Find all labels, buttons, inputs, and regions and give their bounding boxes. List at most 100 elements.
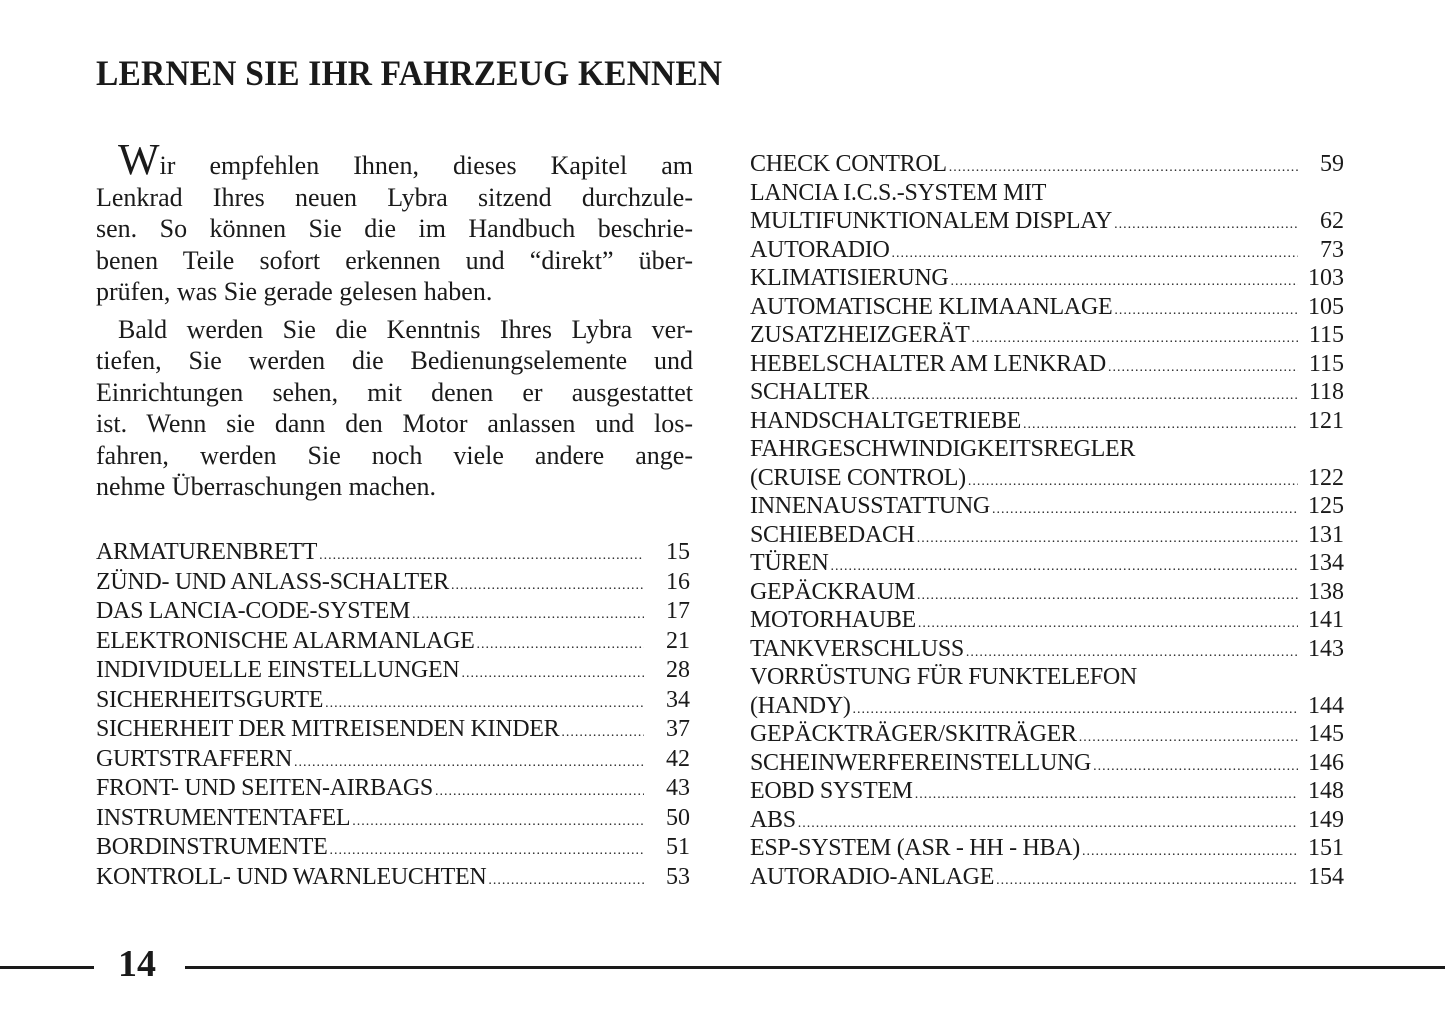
dot-leader bbox=[435, 777, 644, 807]
toc-entry[interactable]: SCHALTER 118 bbox=[750, 378, 1344, 407]
toc-entry-title: MULTIFUNKTIONALEM DISPLAY bbox=[750, 208, 1113, 234]
toc-entry-title: CHECK CONTROL bbox=[750, 151, 947, 177]
toc-entry-title: HEBELSCHALTER AM LENKRAD bbox=[750, 350, 1106, 377]
dot-leader bbox=[968, 468, 1298, 497]
toc-entry-page: 105 bbox=[1308, 293, 1344, 320]
dot-leader bbox=[451, 571, 644, 601]
toc-entry[interactable]: GEPÄCKTRÄGER/SKITRÄGER 145 bbox=[750, 720, 1344, 749]
toc-entry-title: GEPÄCKTRÄGER/SKITRÄGER bbox=[750, 721, 1077, 747]
toc-entry-page: 34 bbox=[666, 686, 690, 713]
toc-entry-page: 121 bbox=[1308, 407, 1344, 434]
toc-entry[interactable]: SICHERHEIT DER MITREISENDEN KINDER 37 bbox=[96, 715, 690, 745]
toc-entry-page: 154 bbox=[1308, 863, 1344, 890]
dot-leader bbox=[294, 748, 644, 778]
toc-entry[interactable]: ZÜND- UND ANLASS-SCHALTER 16 bbox=[96, 568, 690, 598]
dot-leader bbox=[1079, 724, 1298, 753]
toc-entry-title: (CRUISE CONTROL) bbox=[750, 464, 966, 491]
intro-line: tiefen, Sie werden die Bedienungselement… bbox=[96, 346, 693, 375]
toc-entry[interactable]: ARMATURENBRETT 15 bbox=[96, 538, 690, 568]
toc-entry-title: ZÜND- UND ANLASS-SCHALTER bbox=[96, 568, 449, 595]
toc-entry[interactable]: MOTORHAUBE 141 bbox=[750, 606, 1344, 635]
toc-entry-title: GEPÄCKRAUM bbox=[750, 578, 916, 605]
toc-entry-title: ZUSATZHEIZGERÄT bbox=[750, 322, 970, 348]
dot-leader bbox=[1093, 753, 1298, 782]
toc-entry-title: SCHALTER bbox=[750, 379, 870, 405]
toc-entry[interactable]: AUTORADIO 73 bbox=[750, 236, 1344, 265]
toc-entry-page: 16 bbox=[666, 568, 690, 595]
intro-line: Wir empfehlen Ihnen, dieses Kapitel am bbox=[118, 135, 693, 184]
toc-entry-title: FAHRGESCHWINDIGKEITSREGLER bbox=[750, 436, 1136, 462]
toc-entry-page: 50 bbox=[666, 804, 690, 831]
toc-entry[interactable]: (HANDY) 144 bbox=[750, 692, 1344, 721]
page-footer: 14 bbox=[0, 940, 1445, 990]
toc-entry[interactable]: HEBELSCHALTER AM LENKRAD 115 bbox=[750, 350, 1344, 379]
toc-entry[interactable]: EOBD SYSTEM 148 bbox=[750, 777, 1344, 806]
toc-entry[interactable]: ELEKTRONISCHE ALARMANLAGE 21 bbox=[96, 627, 690, 657]
toc-entry[interactable]: SCHIEBEDACH 131 bbox=[750, 521, 1344, 550]
toc-entry-page: 28 bbox=[666, 657, 690, 683]
toc-entry[interactable]: INSTRUMENTENTAFEL 50 bbox=[96, 804, 690, 834]
toc-entry-page: 51 bbox=[666, 834, 690, 860]
toc-entry[interactable]: CHECK CONTROL 59 bbox=[750, 150, 1344, 179]
toc-entry-page: 151 bbox=[1308, 835, 1344, 861]
toc-entry-page: 115 bbox=[1308, 322, 1344, 348]
toc-entry[interactable]: GURTSTRAFFERN 42 bbox=[96, 745, 690, 775]
toc-entry-page: 17 bbox=[666, 598, 690, 624]
toc-entry-title: GURTSTRAFFERN bbox=[96, 745, 293, 772]
toc-entry-title: SICHERHEITSGURTE bbox=[96, 686, 324, 713]
toc-entry-page: 131 bbox=[1308, 521, 1344, 548]
toc-entry-page: 134 bbox=[1308, 550, 1344, 576]
intro-line: Lenkrad Ihres neuen Lybra sitzend durchz… bbox=[96, 182, 693, 212]
intro-text: Wir empfehlen Ihnen, dieses Kapitel am L… bbox=[96, 135, 693, 503]
toc-entry[interactable]: TANKVERSCHLUSS 143 bbox=[750, 635, 1344, 664]
toc-entry-title: KONTROLL- UND WARNLEUCHTEN bbox=[96, 863, 487, 890]
toc-entry[interactable]: ZUSATZHEIZGERÄT 115 bbox=[750, 321, 1344, 350]
toc-entry-title: TÜREN bbox=[750, 550, 829, 576]
toc-entry-title: VORRÜSTUNG FÜR FUNKTELEFON bbox=[750, 664, 1137, 690]
footer-rule-right bbox=[185, 966, 1445, 969]
toc-entry-page: 143 bbox=[1308, 635, 1344, 662]
dot-leader bbox=[412, 600, 644, 630]
dot-leader bbox=[1114, 297, 1298, 326]
toc-entry-line: VORRÜSTUNG FÜR FUNKTELEFON bbox=[750, 663, 1344, 692]
toc-entry[interactable]: HANDSCHALTGETRIEBE 121 bbox=[750, 407, 1344, 436]
toc-entry[interactable]: KLIMATISIERUNG 103 bbox=[750, 264, 1344, 293]
toc-entry-line: LANCIA I.C.S.-SYSTEM MIT bbox=[750, 179, 1344, 208]
toc-entry[interactable]: GEPÄCKRAUM 138 bbox=[750, 578, 1344, 607]
intro-line: ist. Wenn sie dann den Motor anlassen un… bbox=[96, 409, 693, 438]
toc-entry[interactable]: KONTROLL- UND WARNLEUCHTEN 53 bbox=[96, 863, 690, 893]
toc-entry-page: 122 bbox=[1308, 464, 1344, 491]
toc-entry-title: AUTORADIO-ANLAGE bbox=[750, 863, 995, 890]
intro-line: nehme Überraschungen machen. bbox=[96, 472, 437, 501]
toc-entry[interactable]: (CRUISE CONTROL) 122 bbox=[750, 464, 1344, 493]
toc-entry[interactable]: BORDINSTRUMENTE 51 bbox=[96, 833, 690, 863]
toc-entry[interactable]: ABS 149 bbox=[750, 806, 1344, 835]
toc-entry-title: INNENAUSSTATTUNG bbox=[750, 493, 990, 519]
toc-entry[interactable]: DAS LANCIA-CODE-SYSTEM 17 bbox=[96, 597, 690, 627]
toc-entry-title: MOTORHAUBE bbox=[750, 607, 916, 633]
toc-entry-page: 145 bbox=[1308, 721, 1344, 747]
intro-line: Einrichtungen sehen, mit denen er ausges… bbox=[96, 377, 693, 407]
toc-entry[interactable]: AUTORADIO-ANLAGE 154 bbox=[750, 863, 1344, 892]
toc-entry[interactable]: AUTOMATISCHE KLIMAANLAGE 105 bbox=[750, 293, 1344, 322]
toc-entry[interactable]: ESP-SYSTEM (ASR - HH - HBA) 151 bbox=[750, 834, 1344, 863]
toc-entry-page: 148 bbox=[1308, 778, 1344, 804]
toc-entry[interactable]: INNENAUSSTATTUNG 125 bbox=[750, 492, 1344, 521]
toc-entry[interactable]: MULTIFUNKTIONALEM DISPLAY 62 bbox=[750, 207, 1344, 236]
toc-entry-page: 141 bbox=[1308, 607, 1344, 633]
dot-leader bbox=[319, 541, 644, 571]
toc-entry[interactable]: FRONT- UND SEITEN-AIRBAGS 43 bbox=[96, 774, 690, 804]
drop-cap: W bbox=[118, 135, 160, 184]
dot-leader bbox=[892, 240, 1298, 269]
toc-entry[interactable]: SCHEINWERFEREINSTELLUNG 146 bbox=[750, 749, 1344, 778]
toc-entry-title: LANCIA I.C.S.-SYSTEM MIT bbox=[750, 179, 1047, 206]
dot-leader bbox=[330, 836, 644, 866]
toc-entry-page: 15 bbox=[666, 539, 690, 565]
toc-entry-page: 125 bbox=[1308, 493, 1344, 519]
toc-entry-title: INDIVIDUELLE EINSTELLUNGEN bbox=[96, 657, 460, 683]
toc-entry[interactable]: INDIVIDUELLE EINSTELLUNGEN 28 bbox=[96, 656, 690, 686]
dot-leader bbox=[915, 781, 1298, 810]
toc-entry-title: DAS LANCIA-CODE-SYSTEM bbox=[96, 598, 411, 624]
toc-entry[interactable]: SICHERHEITSGURTE 34 bbox=[96, 686, 690, 716]
toc-entry[interactable]: TÜREN 134 bbox=[750, 549, 1344, 578]
